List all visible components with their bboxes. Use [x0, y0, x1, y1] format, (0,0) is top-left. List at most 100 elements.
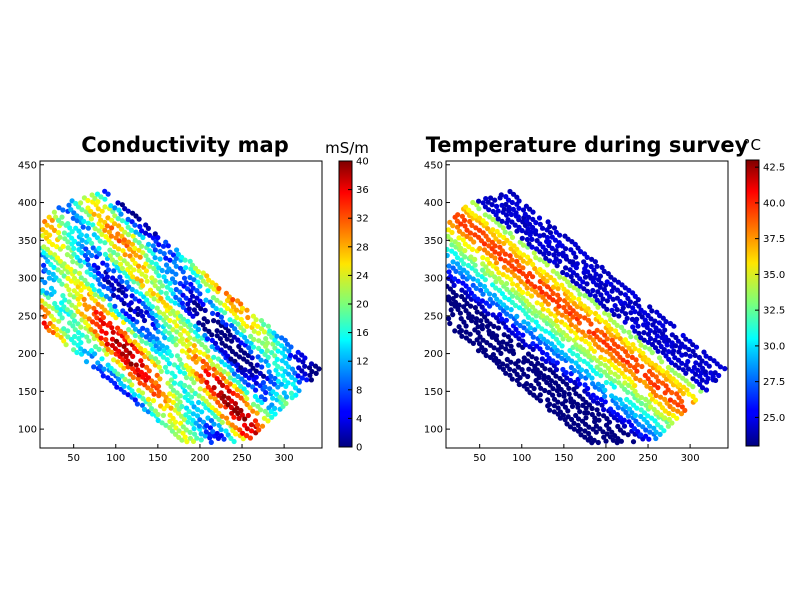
survey-point: [634, 392, 640, 398]
survey-point: [502, 251, 508, 257]
survey-point: [214, 430, 220, 437]
survey-point: [665, 387, 671, 393]
survey-point: [125, 239, 132, 245]
survey-point: [70, 259, 76, 265]
survey-point: [123, 353, 129, 360]
survey-point: [577, 426, 584, 432]
survey-point: [139, 271, 145, 277]
survey-point: [55, 230, 62, 236]
survey-point: [58, 334, 64, 340]
survey-point: [575, 245, 581, 251]
survey-point: [684, 387, 690, 393]
survey-point: [142, 347, 148, 354]
survey-point: [676, 372, 682, 379]
survey-point: [261, 415, 267, 421]
survey-point: [615, 436, 621, 442]
survey-point: [246, 345, 252, 351]
survey-point: [639, 314, 645, 320]
survey-point: [592, 259, 599, 265]
survey-point: [147, 401, 153, 407]
colorbar-gradient: [745, 159, 760, 447]
survey-point: [619, 282, 625, 288]
survey-point: [573, 311, 580, 317]
survey-point: [232, 358, 238, 364]
survey-point: [474, 309, 480, 315]
survey-point: [144, 297, 150, 303]
survey-point: [275, 384, 281, 390]
survey-point: [49, 217, 55, 223]
survey-point: [115, 325, 121, 331]
survey-point: [139, 402, 145, 408]
survey-point: [158, 289, 164, 295]
survey-point: [573, 254, 579, 260]
survey-point: [74, 218, 80, 224]
survey-point: [640, 350, 646, 356]
survey-point: [554, 347, 560, 354]
survey-point: [209, 344, 215, 350]
survey-point: [180, 430, 186, 436]
survey-point: [82, 348, 88, 354]
survey-point: [289, 366, 296, 372]
survey-point: [667, 320, 674, 327]
survey-point: [185, 391, 191, 397]
survey-point: [109, 325, 115, 331]
survey-point: [179, 348, 185, 354]
survey-point: [587, 435, 594, 441]
survey-point: [115, 294, 121, 300]
survey-point: [450, 223, 456, 229]
survey-point: [455, 306, 461, 312]
survey-point: [50, 329, 57, 336]
survey-point: [157, 279, 163, 285]
survey-point: [504, 281, 510, 287]
x-tick-label: 300: [681, 453, 700, 464]
survey-point: [97, 238, 103, 244]
survey-point: [541, 232, 547, 238]
survey-point: [496, 270, 502, 276]
survey-point: [206, 365, 212, 371]
survey-point: [47, 232, 53, 238]
survey-point: [62, 236, 68, 242]
survey-point: [221, 369, 227, 375]
survey-point: [567, 424, 574, 430]
survey-point: [265, 354, 271, 360]
survey-point: [130, 274, 136, 280]
survey-point: [690, 384, 696, 390]
survey-point: [227, 381, 233, 387]
survey-point: [295, 373, 301, 379]
survey-point: [136, 247, 142, 253]
survey-point: [564, 272, 570, 278]
survey-point: [244, 396, 250, 402]
survey-point: [512, 302, 519, 309]
survey-point: [187, 322, 193, 328]
survey-point: [76, 301, 82, 307]
survey-point: [690, 342, 696, 348]
survey-point: [133, 252, 139, 258]
survey-point: [535, 323, 541, 329]
survey-point: [487, 296, 493, 302]
survey-point: [205, 288, 211, 294]
survey-point: [553, 373, 559, 379]
survey-point: [608, 332, 614, 338]
survey-point: [588, 309, 594, 315]
survey-point: [200, 270, 206, 276]
survey-point: [604, 336, 610, 342]
survey-point: [200, 419, 207, 425]
survey-point: [221, 375, 227, 381]
survey-point: [105, 267, 112, 273]
survey-point: [585, 410, 591, 416]
survey-point: [183, 280, 189, 286]
survey-point: [127, 270, 133, 276]
survey-point: [174, 329, 180, 335]
survey-point: [538, 385, 544, 391]
survey-point: [248, 361, 254, 367]
survey-point: [71, 340, 77, 346]
survey-point: [279, 335, 285, 341]
survey-point: [537, 346, 543, 352]
survey-point: [210, 295, 216, 301]
colorbar-tick-label: 25.0: [763, 413, 785, 424]
survey-point: [214, 345, 220, 351]
survey-point: [283, 400, 289, 407]
survey-point: [564, 314, 570, 320]
survey-point: [626, 382, 632, 388]
survey-point: [86, 237, 92, 243]
